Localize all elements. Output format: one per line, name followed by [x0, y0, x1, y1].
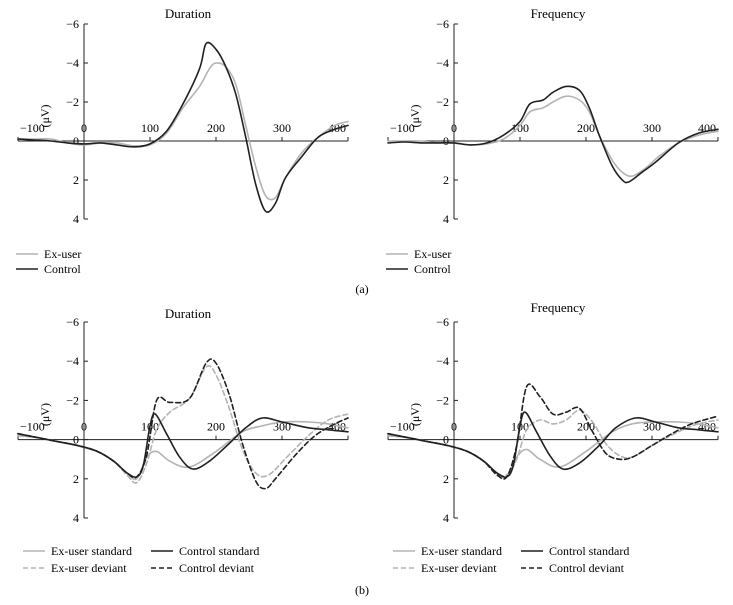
x-tick-label: 0 [451, 420, 457, 434]
y-tick-label: −6 [66, 315, 79, 329]
series-line-control-standard [17, 413, 349, 478]
y-tick-label: −4 [436, 354, 449, 368]
y-tick-label: 0 [443, 433, 449, 447]
panel-label-b: (b) [355, 583, 369, 597]
x-tick-label: 200 [577, 420, 595, 434]
y-tick-label: 0 [73, 134, 79, 148]
y-tick-label: 4 [73, 511, 79, 525]
y-tick-label: −4 [436, 56, 449, 70]
series-line-control-deviant [387, 383, 719, 480]
legend-label: Control standard [549, 544, 629, 558]
legend-label: Control [414, 262, 451, 276]
y-tick-label: −2 [66, 393, 79, 407]
x-tick-label: −100 [390, 420, 415, 434]
x-tick-label: −100 [390, 121, 415, 135]
y-tick-label: 2 [73, 472, 79, 486]
series-line-control-standard [387, 411, 719, 478]
legend-label: Control deviant [549, 561, 625, 575]
x-tick-label: 0 [81, 420, 87, 434]
series-line-ex-user-standard [17, 420, 349, 481]
y-tick-label: 2 [443, 472, 449, 486]
legend-label: Ex-user deviant [51, 561, 127, 575]
x-tick-label: 0 [81, 121, 87, 135]
y-unit-label: (μV) [38, 104, 52, 127]
y-tick-label: −4 [66, 354, 79, 368]
panel-label-a: (a) [355, 282, 368, 296]
series-line-ex-user-deviant [17, 364, 349, 484]
y-tick-label: −6 [436, 315, 449, 329]
y-tick-label: 2 [73, 173, 79, 187]
legend-label: Ex-user [44, 247, 81, 261]
legend-label: Control deviant [179, 561, 255, 575]
x-tick-label: 100 [511, 121, 529, 135]
legend-label: Ex-user standard [421, 544, 502, 558]
y-tick-label: 0 [73, 433, 79, 447]
y-unit-label: (μV) [408, 104, 422, 127]
x-tick-label: 300 [273, 121, 291, 135]
y-tick-label: −6 [436, 17, 449, 31]
y-tick-label: −2 [436, 95, 449, 109]
y-tick-label: −2 [436, 393, 449, 407]
y-tick-label: 2 [443, 173, 449, 187]
series-line-control [17, 41, 349, 213]
series-line-control-deviant [17, 358, 349, 490]
y-tick-label: 4 [73, 212, 79, 226]
y-tick-label: 4 [443, 212, 449, 226]
chart-title: Frequency [531, 300, 586, 315]
series-line-ex-user-standard [387, 420, 719, 479]
series-line-control [387, 85, 719, 184]
legend-label: Control [44, 262, 81, 276]
x-tick-label: 0 [451, 121, 457, 135]
y-tick-label: −6 [66, 17, 79, 31]
y-unit-label: (μV) [38, 403, 52, 426]
x-tick-label: −100 [20, 420, 45, 434]
x-tick-label: 100 [141, 121, 159, 135]
y-tick-label: −4 [66, 56, 79, 70]
legend-label: Ex-user [414, 247, 451, 261]
series-line-ex-user [17, 62, 349, 201]
chart-title: Frequency [531, 6, 586, 21]
legend: Ex-user standard Ex-user deviant Control s… [393, 544, 629, 575]
legend-label: Ex-user deviant [421, 561, 497, 575]
legend: Ex-user standard Ex-user deviant Control s… [23, 544, 259, 575]
x-tick-label: 200 [207, 121, 225, 135]
y-tick-label: −2 [66, 95, 79, 109]
y-tick-label: 4 [443, 511, 449, 525]
x-tick-label: −100 [20, 121, 45, 135]
x-tick-label: 200 [207, 420, 225, 434]
y-unit-label: (μV) [408, 403, 422, 426]
y-tick-label: 0 [443, 134, 449, 148]
legend-label: Ex-user standard [51, 544, 132, 558]
legend-label: Control standard [179, 544, 259, 558]
chart-title: Duration [165, 306, 212, 321]
chart-title: Duration [165, 6, 212, 21]
x-tick-label: 200 [577, 121, 595, 135]
x-tick-label: 300 [643, 121, 661, 135]
